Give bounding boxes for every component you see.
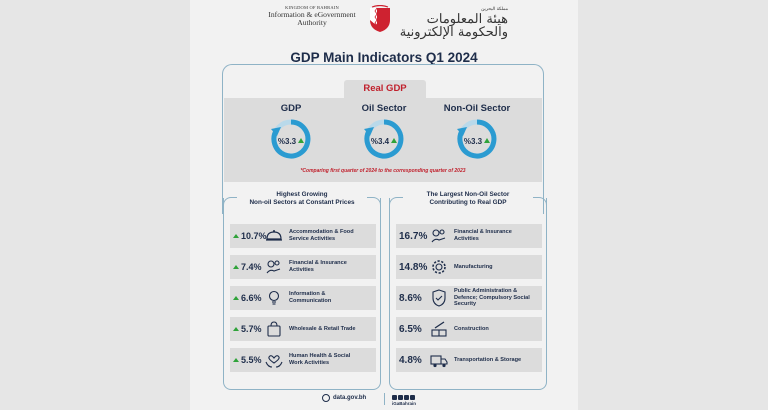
list-item: 5.7% Wholesale & Retail Trade [230, 317, 376, 341]
shopping-bag-icon [267, 321, 281, 337]
food-service-icon [266, 230, 282, 241]
gauge-oil-sector: Oil Sector %3.4 [334, 103, 434, 161]
up-arrow-icon [233, 296, 239, 300]
share-pct: 4.8% [399, 354, 422, 366]
up-arrow-icon [391, 138, 398, 143]
sector-label: Financial & Insurance Activities [454, 229, 512, 242]
list-item: 5.5% Human Health & Social Work Activitie… [230, 348, 376, 372]
social-handle: iGaBahrain [392, 401, 417, 406]
growth-pct: 6.6% [230, 293, 264, 303]
x-icon[interactable] [392, 395, 397, 400]
list-item: 6.5% Construction [396, 317, 542, 341]
info-bulb-icon [268, 290, 280, 305]
list-item: 8.6% Public Administration & Defence; Com… [396, 286, 542, 310]
title-line: The Largest Non-Oil Sector [426, 191, 510, 198]
gauge-gdp: GDP %3.3 [241, 103, 341, 161]
circular-arrow-icon [271, 119, 311, 159]
growth-pct: 7.4% [230, 262, 264, 272]
org-arabic-text: هيئة المعلومات والحكومة الإلكترونية [399, 11, 508, 40]
org-line-2: Authority [297, 17, 327, 27]
sector-label: Financial & Insurance Activities [289, 260, 347, 273]
growth-pct: 5.7% [230, 324, 264, 334]
gauge-label: GDP [280, 103, 302, 114]
linkedin-icon[interactable] [404, 395, 409, 400]
up-arrow-icon [233, 265, 239, 269]
up-arrow-icon [233, 327, 239, 331]
panel-corner [533, 197, 547, 207]
gauge-value: %3.3 [241, 137, 341, 146]
share-pct: 8.6% [399, 292, 422, 304]
sector-label: Wholesale & Retail Trade [289, 325, 356, 332]
footnote: *Comparing first quarter of 2024 to the … [300, 168, 466, 174]
circular-arrow-icon [457, 119, 497, 159]
share-pct: 6.5% [399, 323, 422, 335]
gauge-label: Oil Sector [361, 103, 407, 114]
footer-social: iGaBahrain [392, 395, 416, 406]
panel-corner [389, 197, 403, 207]
panel-corner [367, 197, 381, 207]
sector-label: Public Administration & Defence; Compulso… [454, 287, 530, 308]
gauge-value: %3.4 [334, 137, 434, 146]
right-panel-title: The Largest Non-Oil Sector Contributing … [389, 191, 547, 208]
sector-label: Manufacturing [454, 263, 493, 270]
growth-pct: 5.5% [230, 355, 264, 365]
list-item: 10.7% Accommodation & Food Service Activi… [230, 224, 376, 248]
org-line-1: Information & eGovernment [268, 9, 356, 19]
shield-icon [432, 289, 446, 307]
truck-icon [430, 355, 448, 368]
left-panel: 10.7% Accommodation & Food Service Activi… [223, 197, 381, 390]
share-pct: 16.7% [399, 230, 428, 242]
up-arrow-icon [233, 234, 239, 238]
construction-icon [431, 321, 447, 337]
sector-label: Information & Communication [289, 291, 332, 304]
left-margin [0, 0, 190, 410]
list-item: 7.4% Financial & Insurance Activities [230, 255, 376, 279]
panel-corner [223, 197, 237, 207]
title-line: Non-oil Sectors at Constant Prices [249, 199, 355, 207]
list-item: 16.7% Financial & Insurance Activities [396, 224, 542, 248]
right-panel: 16.7% Financial & Insurance Activities 14… [389, 197, 547, 390]
infographic-poster [190, 0, 578, 410]
website-link[interactable]: data.gov.bh [333, 395, 367, 401]
org-name-english: KINGDOM OF BAHRAIN Information & eGovern… [262, 5, 362, 27]
gauge-label: Non-Oil Sector [443, 103, 511, 114]
right-margin [578, 0, 768, 410]
page-title: GDP Main Indicators Q1 2024 [290, 50, 478, 65]
left-panel-title: Highest Growing Non-oil Sectors at Const… [223, 191, 381, 208]
bahrain-emblem-icon [370, 5, 390, 32]
finance-icon [266, 260, 281, 274]
sector-label: Transportation & Storage [454, 356, 522, 363]
list-item: 6.6% Information & Communication [230, 286, 376, 310]
footer-divider [384, 393, 385, 405]
kingdom-label-arabic: مملكة البحرين [481, 7, 508, 12]
sector-label: Human Health & Social Work Activities [289, 353, 351, 366]
gear-icon [432, 260, 446, 274]
title-line: Highest Growing [276, 191, 328, 198]
up-arrow-icon [298, 138, 305, 143]
finance-icon [431, 229, 446, 243]
list-item: 14.8% Manufacturing [396, 255, 542, 279]
globe-icon [322, 394, 330, 402]
circular-arrow-icon [364, 119, 404, 159]
footer-website[interactable]: data.gov.bh [322, 394, 366, 402]
youtube-icon[interactable] [410, 395, 415, 400]
org-name-arabic: مملكة البحرين هيئة المعلومات والحكومة ال… [398, 7, 508, 40]
kingdom-label: KINGDOM OF BAHRAIN [285, 5, 339, 10]
top-frame [222, 64, 544, 214]
growth-pct: 10.7% [230, 231, 267, 241]
gauge-value: %3.3 [427, 137, 527, 146]
list-item: 4.8% Transportation & Storage [396, 348, 542, 372]
social-icons [392, 395, 415, 400]
real-gdp-heading: Real GDP [344, 80, 426, 98]
sector-label: Construction [454, 325, 489, 332]
gauge-non-oil-sector: Non-Oil Sector %3.3 [427, 103, 527, 161]
up-arrow-icon [484, 138, 491, 143]
title-line: Contributing to Real GDP [429, 199, 507, 207]
share-pct: 14.8% [399, 261, 428, 273]
sector-label: Accommodation & Food Service Activities [289, 229, 354, 242]
up-arrow-icon [233, 358, 239, 362]
health-hands-icon [265, 355, 283, 368]
instagram-icon[interactable] [398, 395, 403, 400]
